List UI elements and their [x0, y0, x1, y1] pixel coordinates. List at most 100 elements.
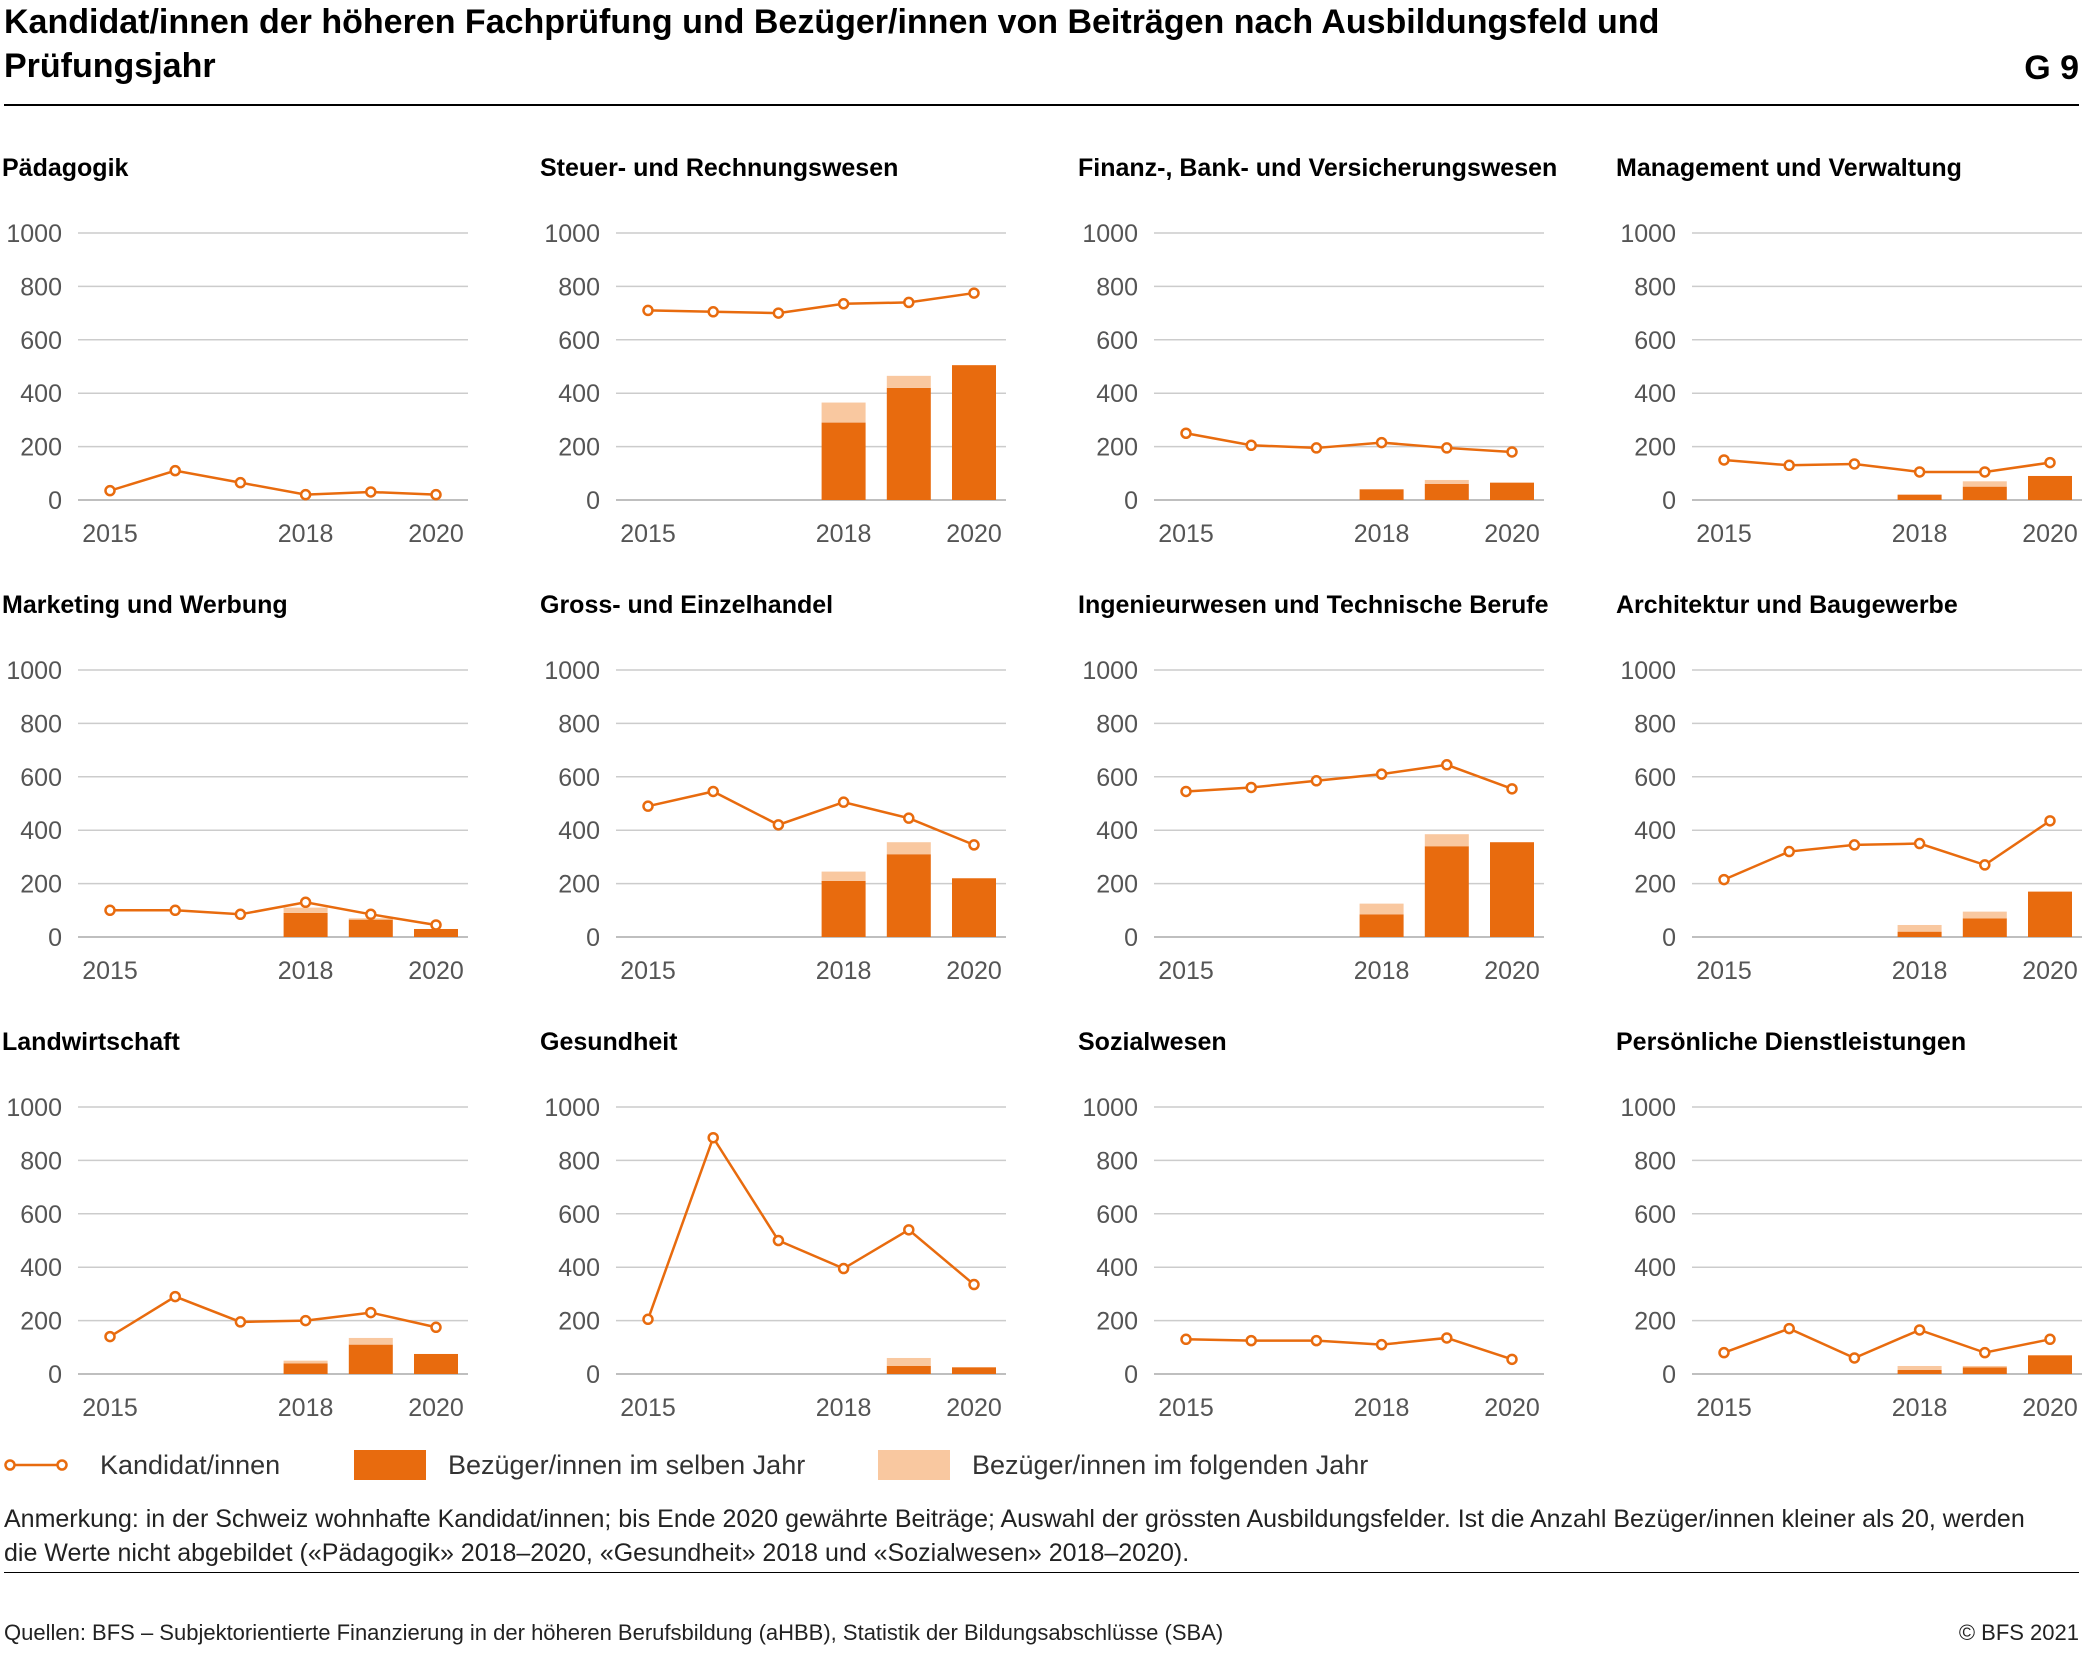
candidates-point: [1375, 436, 1388, 449]
candidates-line: [1723, 819, 2051, 881]
candidates-point: [430, 919, 442, 931]
panel-chart: Landwirtschaft 0 200 400 600 800 1000 2015 2018 2…: [2, 1028, 468, 1422]
x-tick-label: 2020: [408, 957, 464, 985]
candidates-point: [1913, 837, 1926, 850]
y-tick-label: 200: [1634, 871, 1676, 899]
panel-chart: Pädagogik 0 200 400 600 800 1000 2015 2018 2020: [2, 154, 468, 548]
chart-header: Kandidat/innen der höheren Fachprüfung u…: [4, 0, 2079, 104]
bar-following-year: [1962, 1365, 2007, 1368]
panel-title: Management und Verwaltung: [1616, 154, 1962, 182]
legend-label-following-year: Bezüger/innen im folgenden Jahr: [972, 1449, 1369, 1480]
candidates-point: [903, 1224, 915, 1236]
y-tick-label: 0: [1124, 1361, 1138, 1389]
panel-title: Steuer- und Rechnungswesen: [540, 154, 898, 182]
candidates-point: [1310, 775, 1323, 787]
y-tick-label: 0: [1124, 487, 1138, 515]
x-tick-label: 2018: [1354, 1394, 1410, 1422]
y-tick-label: 0: [1662, 1361, 1676, 1389]
candidates-line: [1185, 1336, 1513, 1361]
panel-chart: Steuer- und Rechnungswesen 0 200 400 600 800 1…: [540, 154, 1006, 548]
panel-chart: Marketing und Werbung 0 200 400 600 800 1000 20…: [2, 591, 468, 985]
x-tick-label: 2018: [1892, 957, 1948, 985]
y-tick-label: 400: [20, 817, 62, 845]
candidates-point: [1180, 427, 1192, 439]
candidates-point: [365, 1306, 377, 1319]
y-tick-label: 400: [558, 1254, 600, 1282]
x-tick-label: 2020: [946, 1394, 1002, 1422]
candidates-point: [837, 298, 850, 310]
bar-same-year: [2028, 891, 2072, 937]
candidates-point: [707, 1131, 719, 1144]
bar-following-year: [1897, 924, 1942, 932]
y-tick-label: 1000: [1620, 1094, 1676, 1122]
y-tick-label: 400: [1096, 817, 1138, 845]
bar-following-year: [1424, 834, 1469, 847]
panel-chart: Ingenieurwesen und Technische Berufe 0 200…: [1078, 591, 1549, 985]
x-tick-label: 2018: [816, 1394, 872, 1422]
x-tick-label: 2015: [620, 957, 676, 985]
panel-title: Ingenieurwesen und Technische Berufe: [1078, 591, 1549, 619]
y-tick-label: 1000: [6, 1094, 62, 1122]
candidates-point: [1180, 1333, 1192, 1346]
y-tick-label: 600: [20, 1201, 62, 1229]
legend-item-candidates: Kandidat/innen: [4, 1440, 280, 1490]
candidates-line: [646, 1134, 975, 1320]
bar-following-year: [886, 375, 931, 388]
candidates-point: [234, 908, 247, 921]
bar-following-year: [348, 1337, 393, 1345]
candidates-point: [968, 839, 980, 851]
y-tick-label: 1000: [1620, 220, 1676, 248]
legend-label-candidates: Kandidat/innen: [100, 1449, 281, 1480]
candidates-point: [642, 304, 654, 317]
bar-same-year: [886, 1365, 931, 1374]
x-tick-label: 2015: [82, 520, 138, 548]
y-tick-label: 600: [558, 327, 600, 355]
bar-same-year: [1359, 489, 1404, 500]
y-tick-label: 800: [1634, 1147, 1676, 1175]
y-tick-label: 0: [586, 487, 600, 515]
y-tick-label: 0: [586, 924, 600, 952]
x-tick-label: 2018: [816, 957, 872, 985]
candidates-point: [2044, 456, 2056, 469]
panel-title: Finanz-, Bank- und Versicherungswesen: [1078, 154, 1557, 182]
y-tick-label: 800: [20, 273, 62, 301]
x-tick-label: 2020: [2022, 957, 2078, 985]
x-tick-label: 2018: [278, 1394, 334, 1422]
y-tick-label: 200: [1096, 871, 1138, 899]
y-tick-label: 1000: [544, 1094, 600, 1122]
candidates-point: [1506, 783, 1518, 795]
y-tick-label: 800: [1634, 710, 1676, 738]
y-tick-label: 800: [1096, 710, 1138, 738]
candidates-point: [169, 904, 181, 917]
bar-same-year: [1897, 931, 1942, 937]
bar-following-year: [283, 907, 328, 913]
bar-following-year: [1359, 903, 1404, 915]
footer-rule: [4, 1572, 2079, 1573]
x-tick-label: 2020: [2022, 520, 2078, 548]
y-tick-label: 600: [20, 764, 62, 792]
bar-same-year: [1897, 1369, 1942, 1374]
y-tick-label: 0: [1662, 487, 1676, 515]
panel-title: Pädagogik: [2, 154, 129, 182]
bar-same-year: [2028, 1355, 2072, 1374]
y-tick-label: 400: [558, 817, 600, 845]
x-tick-label: 2015: [1696, 1394, 1752, 1422]
bar-same-year: [1962, 918, 2007, 937]
y-tick-label: 400: [1634, 380, 1676, 408]
panel-title: Gesundheit: [540, 1028, 678, 1056]
x-tick-label: 2020: [946, 520, 1002, 548]
small-multiples-grid: Pädagogik 0 200 400 600 800 1000 2015 2018 2020 St…: [0, 106, 2083, 1422]
x-tick-label: 2020: [946, 957, 1002, 985]
candidates-point: [234, 476, 247, 489]
panel-title: Architektur und Baugewerbe: [1616, 591, 1958, 619]
panel-4: Marketing und Werbung 0 200 400 600 800 1000 20…: [0, 571, 530, 1008]
candidates-point: [1783, 1322, 1795, 1335]
candidates-point: [104, 1330, 116, 1343]
y-tick-label: 1000: [544, 220, 600, 248]
bar-following-year: [886, 842, 931, 855]
bar-same-year: [2028, 475, 2072, 500]
candidates-line: [1723, 1327, 2051, 1360]
candidates-point: [642, 800, 654, 812]
panel-chart: Management und Verwaltung 0 200 400 600 800 10…: [1616, 154, 2082, 548]
candidates-point: [707, 306, 719, 318]
